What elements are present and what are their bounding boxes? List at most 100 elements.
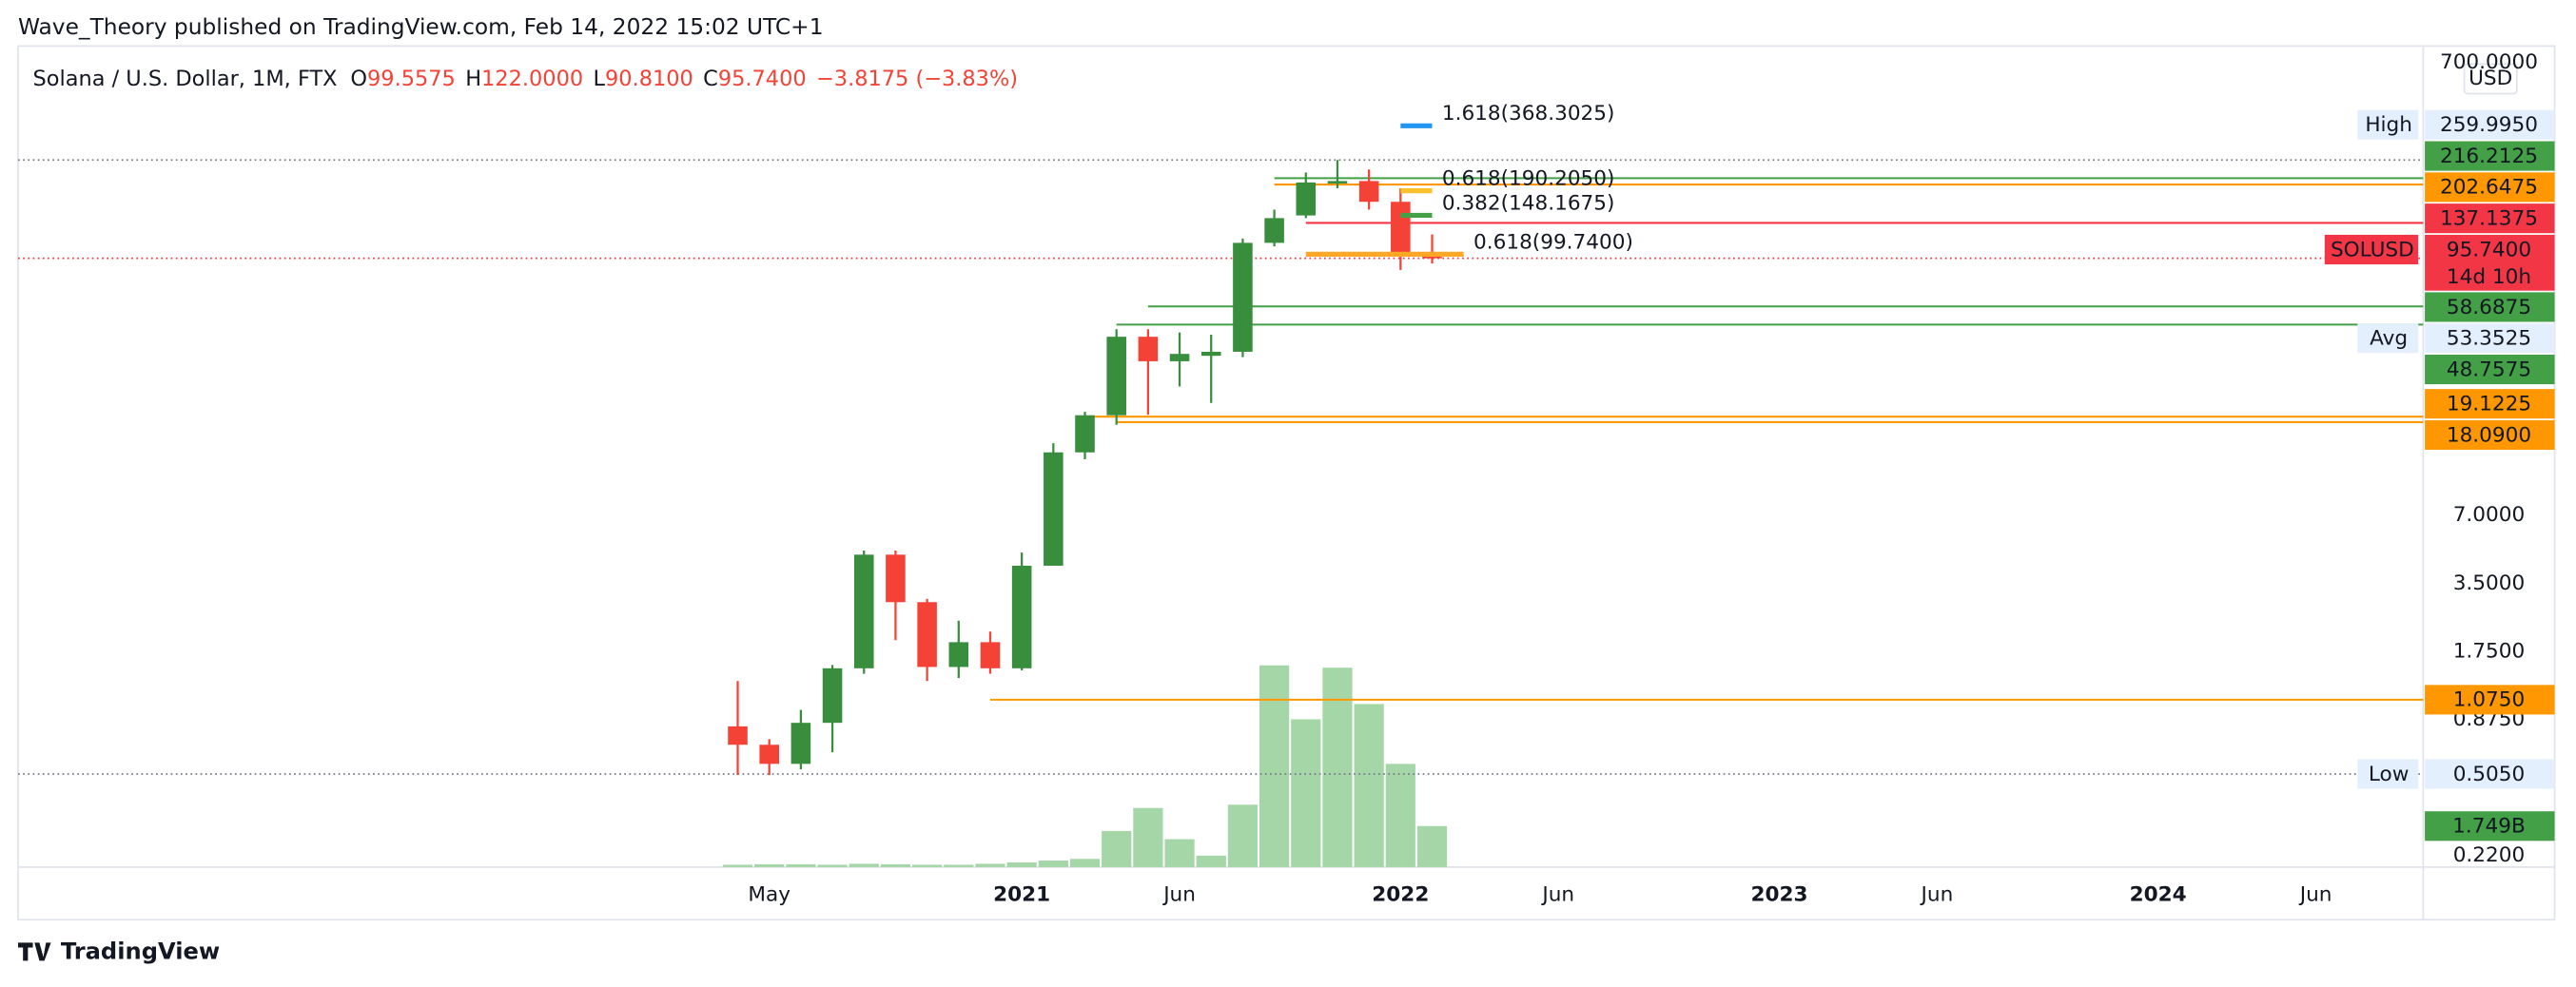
price-badge-label: 19.1225 [2447,393,2531,416]
volume-bar [1133,807,1163,867]
price-badge-label: 18.0900 [2447,423,2531,447]
candle-body [1358,181,1379,203]
price-badge [2425,109,2555,140]
candle-body [1075,415,1095,453]
candle-body [948,642,969,668]
candle-body [1233,242,1253,352]
y-tick-label: 1.7500 [2453,639,2526,663]
volume-bar [1227,804,1259,867]
volume-bar [1385,764,1415,867]
x-tick-label: May [748,882,790,906]
price-tag [2357,759,2419,789]
ohlc-value: 122.0000 [481,66,583,90]
ohlc-value: 95.7400 [718,66,807,90]
fib-label: 0.618(99.7400) [1473,230,1633,254]
volume-bar [975,863,1005,867]
x-tick-label: Jun [1540,882,1574,906]
logo-icon [17,942,51,961]
volume-bar [849,863,879,867]
candle-body [1200,351,1221,357]
symbol: Solana / U.S. Dollar, 1M, FTX [33,66,338,90]
candle-body [1011,565,1032,668]
fib-label: 0.618(190.2050) [1442,167,1615,191]
candle-body [980,642,1001,668]
volume-bar [1259,665,1290,867]
x-tick-label: 2022 [1372,882,1429,906]
price-tag [2324,234,2419,265]
ohlc-key: L [594,66,606,90]
volume-bar [1069,859,1101,867]
volume-bar [1102,830,1132,867]
ohlc-key: O [350,66,367,90]
x-tick-label: Jun [2298,882,2332,906]
publisher: Wave_Theory published on TradingView.com… [18,14,824,40]
change: −3.8175 (−3.83%) [816,66,1018,90]
x-tick-label: 2021 [993,882,1050,906]
volume-bar [754,863,785,867]
candle-body [917,602,937,668]
ohlc-value: 99.5575 [367,66,456,90]
brand-logo: TradingView [17,939,220,965]
chart-frame [17,45,2556,921]
volume-bar [722,864,753,867]
price-badge [2425,172,2555,203]
candle-body [1327,181,1348,184]
volume-bar [817,864,848,867]
volume-bar [880,863,911,867]
ohlc-key: C [703,66,718,90]
candle-body [1296,182,1317,216]
candle-body [1044,452,1064,566]
x-tick-label: Jun [1920,882,1954,906]
candle-body [822,668,843,724]
candle-body [1391,202,1411,253]
y-tick-label: 0.2200 [2453,843,2526,867]
volume-bar [912,864,943,867]
price-tag-label: SOLUSD [2331,238,2414,261]
currency-box [2463,63,2518,95]
volume-bar [1006,861,1037,867]
currency: USD [2469,67,2512,90]
volume-bar [1164,839,1195,867]
brand: TradingView [61,939,220,965]
volume-bar [1416,825,1448,867]
price-badge [2425,203,2555,234]
price-badge [2425,419,2555,451]
legend: Solana / U.S. Dollar, 1M, FTX O99.5575 H12… [33,66,1018,90]
price-tag-label: High [2365,113,2412,137]
candle-body [886,554,906,603]
price-badge [2425,323,2555,354]
price-badge-label: 58.6875 [2447,296,2531,319]
x-tick-label: 2023 [1750,882,1807,906]
y-tick-label: 700.0000 [2440,50,2538,74]
price-tag [2357,109,2419,140]
ohlc-key: H [465,66,481,90]
volume-bar [1038,860,1068,867]
price-badge [2425,355,2555,385]
countdown: 14d 10h [2447,265,2531,289]
price-badge-label: 95.7400 [2447,238,2531,261]
price-badge [2425,234,2555,291]
candle-body [853,554,874,668]
candle-body [728,726,748,745]
price-badge-label: 259.9950 [2440,113,2538,137]
price-badge-label: 202.6475 [2440,176,2538,200]
candle-body [759,745,779,764]
fib-label: 0.382(148.1675) [1442,191,1615,215]
price-tag [2357,323,2419,354]
candle-body [1169,354,1190,361]
x-tick-label: 2024 [2130,882,2187,906]
price-badge-label: 1.0750 [2453,688,2526,712]
price-tag-label: Low [2369,763,2410,786]
price-badge-label: 48.7575 [2447,358,2531,381]
price-badge [2425,811,2555,842]
price-badge-label: 0.5050 [2453,763,2526,786]
price-badge-label: 137.1375 [2440,207,2538,231]
volume-bar [1354,704,1384,867]
candle-body [1264,218,1284,243]
price-badge [2425,292,2555,322]
price-badge [2425,389,2555,419]
x-tick-label: Jun [1161,882,1196,906]
price-badge [2425,685,2555,715]
price-badge [2425,141,2555,171]
